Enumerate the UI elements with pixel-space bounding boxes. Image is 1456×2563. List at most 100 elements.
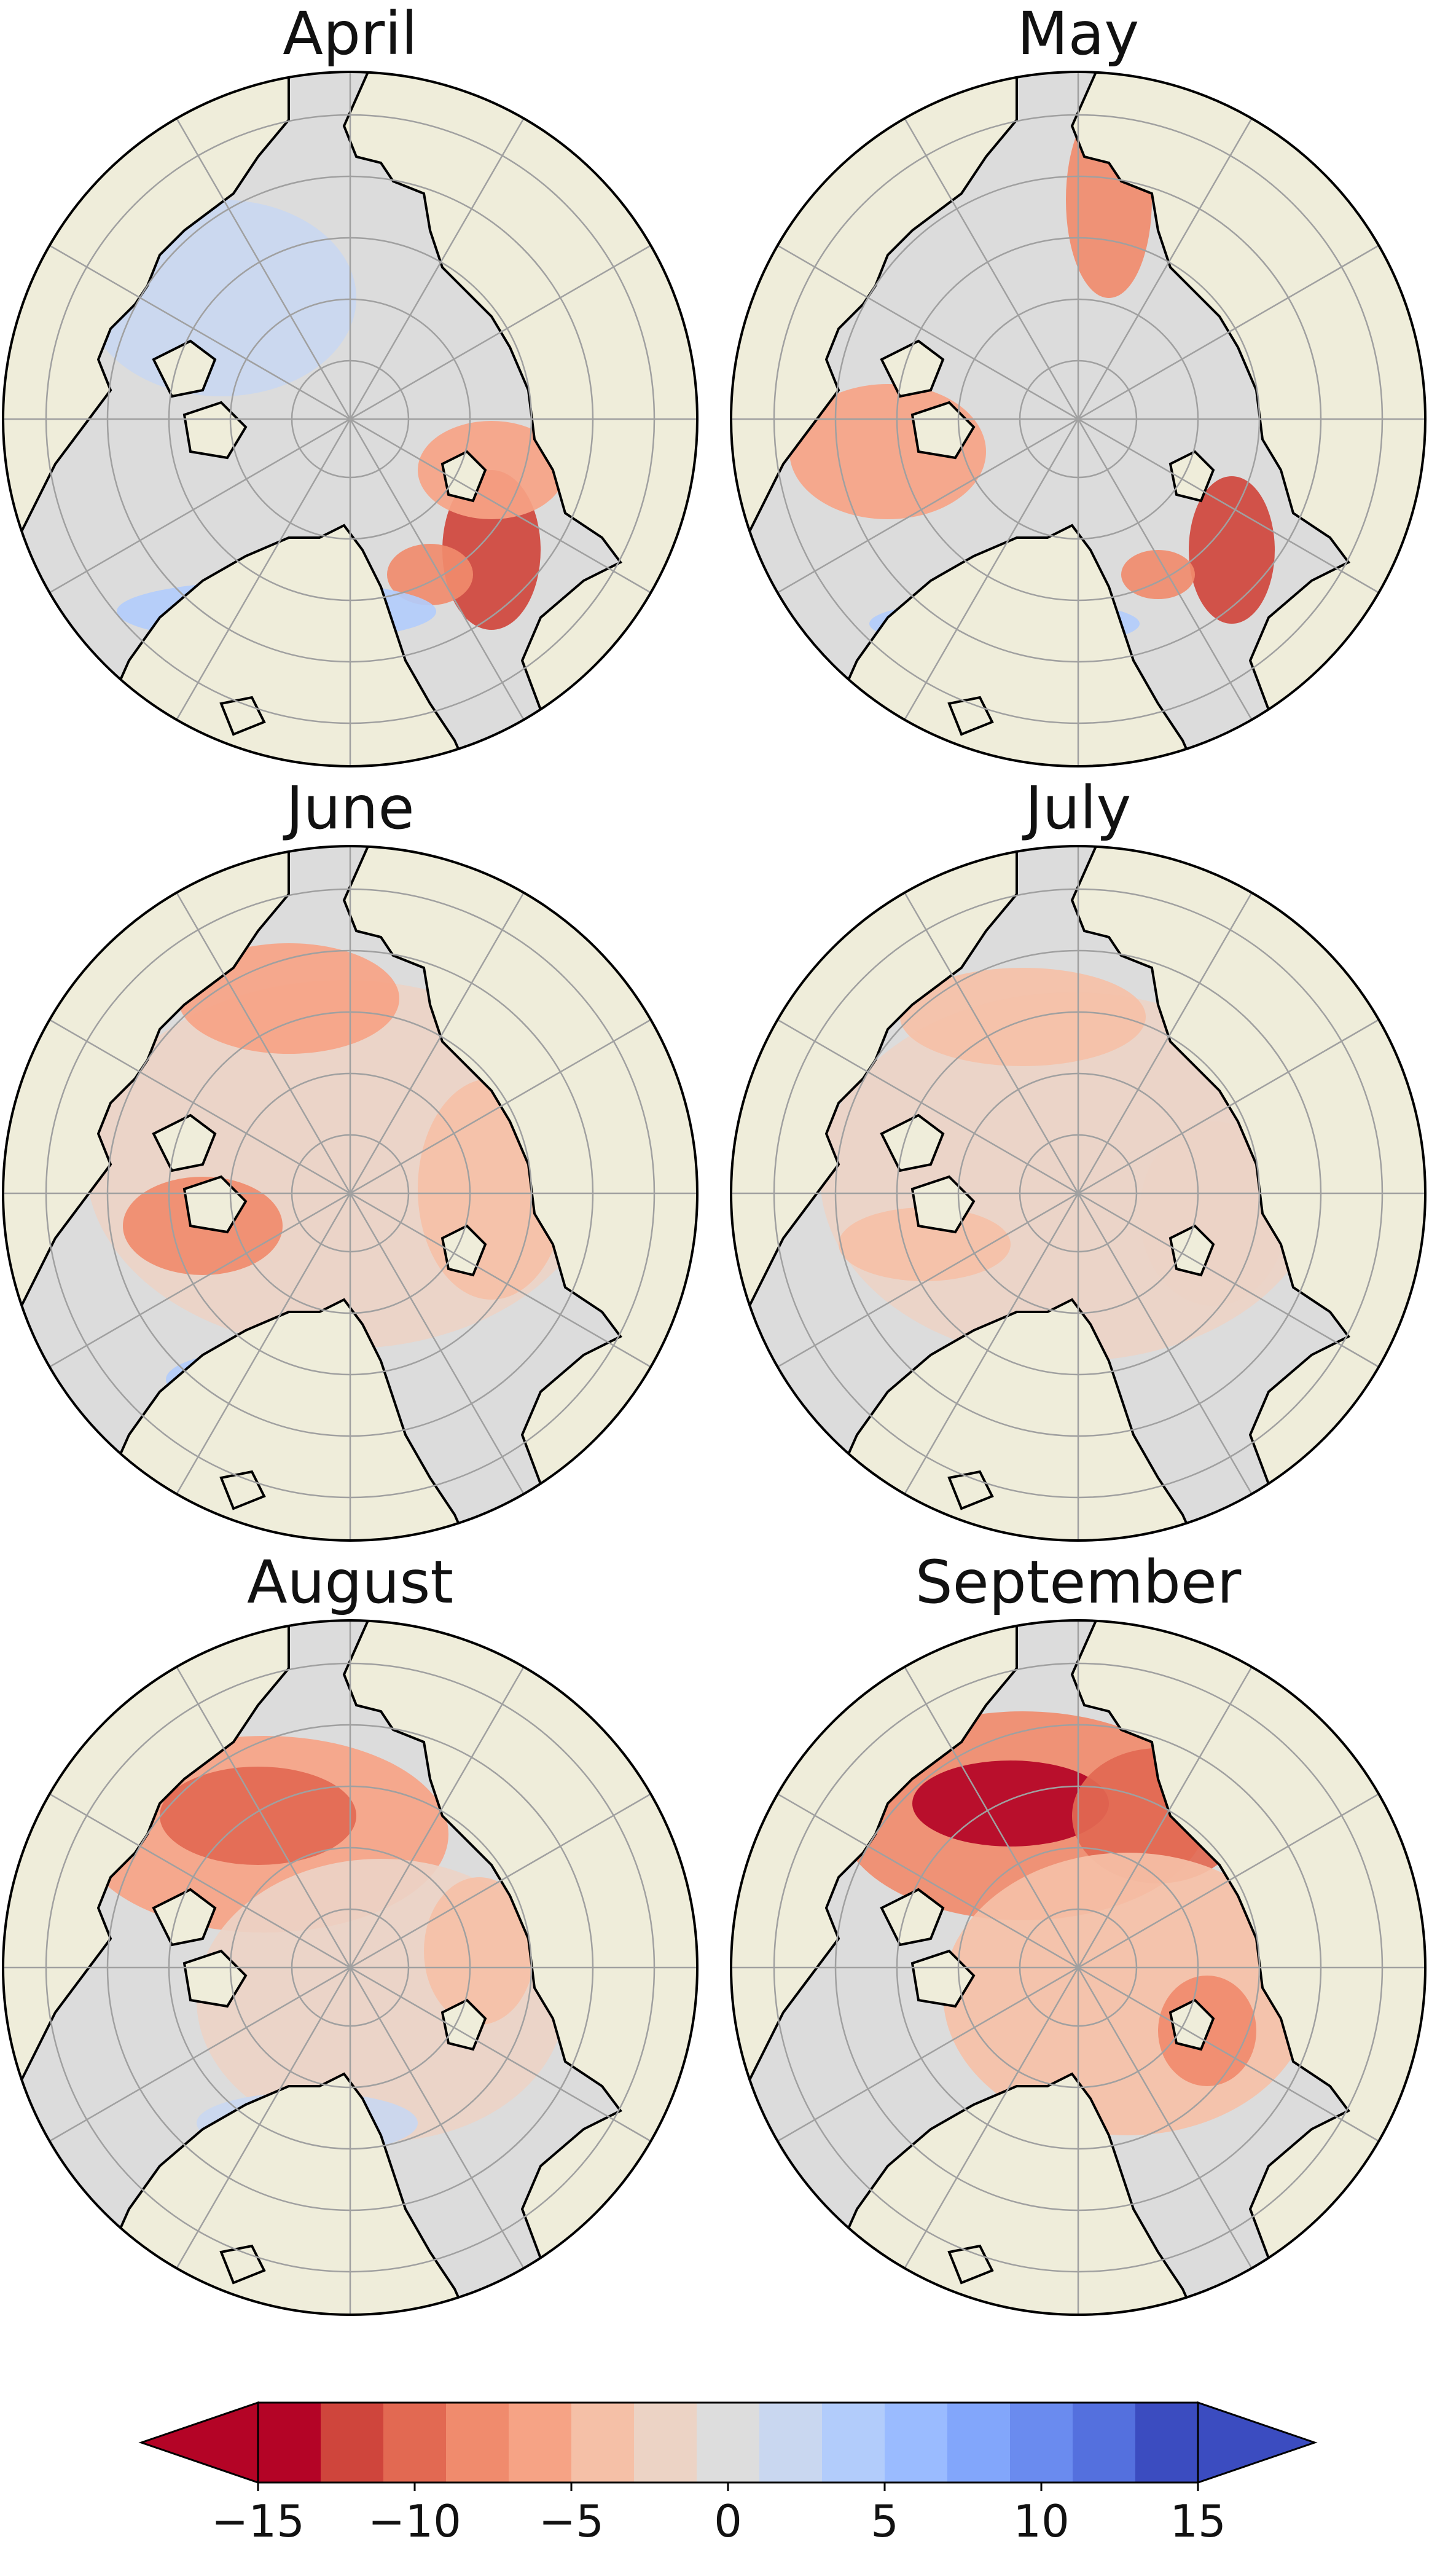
meridian-gridline (1078, 418, 1379, 594)
anomaly-region (839, 1207, 1011, 1281)
map-content (731, 72, 1425, 766)
meridian-gridline (777, 1192, 1079, 1368)
anomaly-region (424, 1877, 534, 2025)
colorbar-tick-label: 15 (1170, 2495, 1226, 2547)
colorbar: −15 −10 −5 0 5 10 15 (138, 2401, 1318, 2547)
meridian-gridline (1078, 245, 1379, 420)
meridian-gridline (49, 1192, 351, 1368)
polar-map (2, 1619, 699, 2316)
island (152, 1113, 217, 1172)
island (152, 339, 217, 398)
map-boundary (730, 1619, 1427, 2316)
colorbar-tick-label: 5 (871, 2495, 899, 2547)
colorbar-segment (1135, 2403, 1199, 2483)
polar-map (730, 1619, 1427, 2316)
panel-title: September (915, 1548, 1242, 1617)
island (880, 1888, 945, 1947)
panel-title: April (283, 0, 418, 68)
panel-title: May (1017, 0, 1140, 68)
meridian-gridline (904, 118, 1079, 420)
meridian-gridline (349, 418, 525, 720)
island (152, 1888, 217, 1947)
colorbar-segment (258, 2403, 321, 2483)
meridian-gridline (1077, 118, 1253, 420)
meridian-gridline (350, 1793, 651, 1969)
colorbar-segment (634, 2403, 697, 2483)
meridian-gridline (350, 1192, 651, 1368)
meridian-gridline (777, 1793, 1079, 1969)
map-boundary (2, 1619, 699, 2316)
island (880, 1113, 945, 1172)
meridian-gridline (1077, 1666, 1253, 1968)
meridian-gridline (176, 892, 351, 1194)
meridian-gridline (350, 245, 651, 420)
land (818, 2072, 1197, 2315)
colorbar-tick-label: 10 (1013, 2495, 1070, 2547)
colorbar-segment (383, 2403, 447, 2483)
meridian-gridline (1077, 1193, 1253, 1494)
polar-map (730, 71, 1427, 767)
meridian-gridline (904, 1967, 1079, 2269)
colorbar-segment (1010, 2403, 1073, 2483)
meridian-gridline (777, 1966, 1079, 2142)
meridian-gridline (904, 892, 1079, 1194)
meridian-gridline (777, 1019, 1079, 1195)
meridian-gridline (49, 418, 351, 594)
meridian-gridline (1078, 1019, 1379, 1195)
land (90, 2072, 469, 2315)
panel-title: June (286, 774, 415, 842)
meridian-gridline (176, 118, 351, 420)
map-panel-august: August (0, 1548, 700, 2317)
meridian-gridline (176, 1666, 351, 1968)
polar-map (730, 845, 1427, 1542)
map-content (731, 846, 1425, 1541)
meridian-gridline (176, 418, 351, 720)
meridian-gridline (904, 1193, 1079, 1494)
meridian-gridline (904, 418, 1079, 720)
meridian-gridline (349, 118, 525, 420)
colorbar-tick-label: −5 (539, 2495, 604, 2547)
colorbar-segment (509, 2403, 572, 2483)
meridian-gridline (176, 1967, 351, 2269)
meridian-gridline (349, 1193, 525, 1494)
anomaly-region (912, 1760, 1109, 1847)
colorbar-segment (321, 2403, 384, 2483)
colorbar-segment (947, 2403, 1011, 2483)
meridian-gridline (350, 1019, 651, 1195)
colorbar-segment (446, 2403, 509, 2483)
meridian-gridline (349, 1967, 525, 2269)
colorbar-tick-label: 0 (714, 2495, 742, 2547)
meridian-gridline (176, 1193, 351, 1494)
map-panel-april: April (0, 0, 700, 768)
colorbar-segment (759, 2403, 823, 2483)
meridian-gridline (49, 1793, 351, 1969)
map-panel-may: May (728, 0, 1428, 768)
colorbar-tick-label: −10 (368, 2495, 461, 2547)
anomaly-region (1121, 550, 1195, 599)
colorbar-segment (1073, 2403, 1136, 2483)
meridian-gridline (777, 245, 1079, 420)
map-boundary (2, 845, 699, 1542)
anomaly-region (178, 943, 399, 1054)
polar-map (2, 845, 699, 1542)
panel-title: July (1025, 774, 1132, 842)
meridian-gridline (349, 1666, 525, 1968)
meridian-gridline (1077, 892, 1253, 1194)
polar-map (2, 71, 699, 767)
colorbar-extend-max (1197, 2401, 1318, 2484)
land (818, 524, 1197, 766)
meridian-gridline (350, 418, 651, 594)
meridian-gridline (904, 1666, 1079, 1968)
colorbar-segment (822, 2403, 885, 2483)
colorbar-extend-min (138, 2401, 259, 2484)
meridian-gridline (1078, 1793, 1379, 1969)
colorbar-segment (571, 2403, 635, 2483)
colorbar-tick-label: −15 (211, 2495, 305, 2547)
map-boundary (730, 71, 1427, 767)
meridian-gridline (49, 1966, 351, 2142)
meridian-gridline (1077, 418, 1253, 720)
map-content (3, 72, 697, 766)
map-panel-july: July (728, 774, 1428, 1542)
land (818, 1298, 1197, 1541)
meridian-gridline (49, 1019, 351, 1195)
